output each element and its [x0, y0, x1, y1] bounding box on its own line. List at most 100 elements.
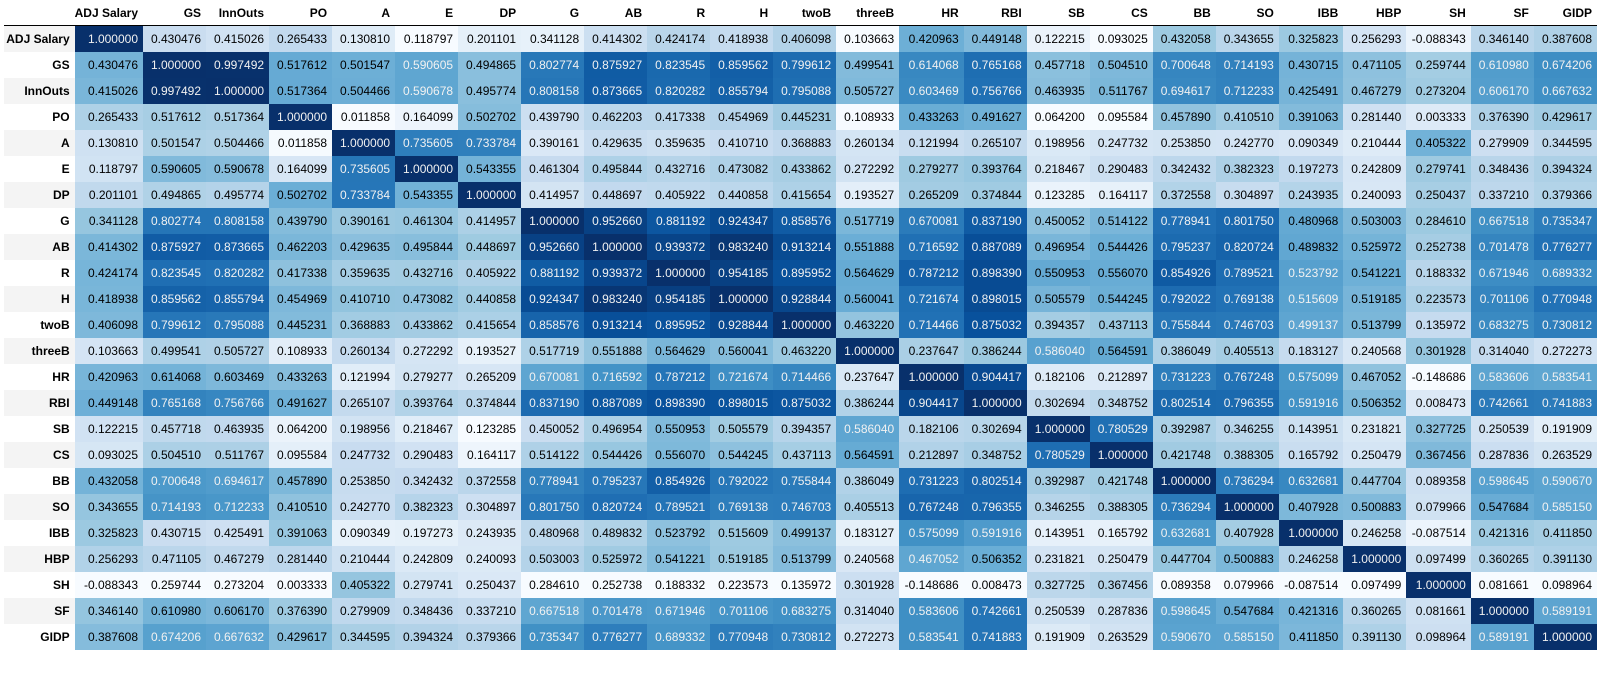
- cell-po-gs: 0.517612: [143, 104, 207, 130]
- row-header-sh: SH: [4, 572, 75, 598]
- column-header-adj-salary: ADJ Salary: [74, 0, 144, 26]
- cell-ab-gidp: 0.776277: [1533, 234, 1597, 260]
- cell-a-bb: 0.253850: [1152, 130, 1216, 156]
- cell-threeb-ibb: 0.183127: [1278, 338, 1344, 364]
- row-header-a: A: [4, 130, 75, 156]
- cell-gs-twob: 0.799612: [773, 52, 837, 78]
- cell-so-a: 0.242770: [332, 494, 396, 520]
- cell-innouts-bb: 0.694617: [1152, 78, 1216, 104]
- cell-gs-ab: 0.875927: [584, 52, 648, 78]
- cell-innouts-po: 0.517364: [269, 78, 333, 104]
- cell-threeb-sb: 0.586040: [1026, 338, 1090, 364]
- cell-threeb-hr: 0.237647: [899, 338, 964, 364]
- cell-cs-hr: 0.212897: [899, 442, 964, 468]
- cell-cs-hbp: 0.250479: [1343, 442, 1407, 468]
- cell-h-cs: 0.544245: [1089, 286, 1153, 312]
- cell-ab-twob: 0.913214: [773, 234, 837, 260]
- cell-a-g: 0.390161: [521, 130, 585, 156]
- cell-po-sf: 0.376390: [1470, 104, 1534, 130]
- cell-twob-po: 0.445231: [269, 312, 333, 338]
- cell-adj-salary-r: 0.424174: [647, 25, 711, 52]
- cell-sf-r: 0.671946: [647, 598, 711, 624]
- cell-a-sh: 0.405322: [1406, 130, 1471, 156]
- cell-hr-hr: 1.000000: [899, 364, 964, 390]
- table-row: HR 0.420963 0.614068 0.603469 0.433263 0.1219…: [4, 364, 1597, 390]
- cell-h-gidp: 0.770948: [1533, 286, 1597, 312]
- cell-ab-bb: 0.795237: [1152, 234, 1216, 260]
- cell-ab-po: 0.462203: [269, 234, 333, 260]
- cell-so-po: 0.410510: [269, 494, 333, 520]
- cell-r-bb: 0.854926: [1152, 260, 1216, 286]
- cell-rbi-innouts: 0.756766: [206, 390, 270, 416]
- cell-r-dp: 0.405922: [458, 260, 522, 286]
- cell-cs-cs: 1.000000: [1089, 442, 1153, 468]
- cell-sb-h: 0.505579: [710, 416, 774, 442]
- cell-g-cs: 0.514122: [1089, 208, 1153, 234]
- cell-ab-hr: 0.716592: [899, 234, 964, 260]
- table-row: InnOuts 0.415026 0.997492 1.000000 0.517364 0…: [4, 78, 1597, 104]
- cell-hbp-ab: 0.525972: [584, 546, 648, 572]
- cell-sf-cs: 0.287836: [1089, 598, 1153, 624]
- cell-sh-so: 0.079966: [1215, 572, 1279, 598]
- cell-dp-innouts: 0.495774: [206, 182, 270, 208]
- cell-dp-threeb: 0.193527: [836, 182, 900, 208]
- cell-hbp-hr: 0.467052: [899, 546, 964, 572]
- cell-h-e: 0.473082: [395, 286, 459, 312]
- cell-sf-hbp: 0.360265: [1343, 598, 1407, 624]
- cell-sh-h: 0.223573: [710, 572, 774, 598]
- table-row: PO 0.265433 0.517612 0.517364 1.000000 0.0118…: [4, 104, 1597, 130]
- cell-rbi-bb: 0.802514: [1152, 390, 1216, 416]
- cell-gidp-dp: 0.379366: [458, 624, 522, 650]
- cell-sf-bb: 0.598645: [1152, 598, 1216, 624]
- column-header-e: E: [395, 0, 459, 26]
- cell-innouts-sb: 0.463935: [1026, 78, 1090, 104]
- cell-bb-threeb: 0.386049: [836, 468, 900, 494]
- cell-hbp-bb: 0.447704: [1152, 546, 1216, 572]
- column-header-sh: SH: [1406, 0, 1471, 26]
- cell-adj-salary-sf: 0.346140: [1470, 25, 1534, 52]
- cell-e-adj-salary: 0.118797: [74, 156, 144, 182]
- cell-e-hr: 0.279277: [899, 156, 964, 182]
- column-header-ab: AB: [584, 0, 648, 26]
- cell-e-gs: 0.590605: [143, 156, 207, 182]
- cell-sb-innouts: 0.463935: [206, 416, 270, 442]
- cell-twob-cs: 0.437113: [1089, 312, 1153, 338]
- cell-sb-twob: 0.394357: [773, 416, 837, 442]
- cell-hbp-twob: 0.513799: [773, 546, 837, 572]
- cell-hr-so: 0.767248: [1215, 364, 1279, 390]
- cell-cs-sf: 0.287836: [1470, 442, 1534, 468]
- cell-ab-gs: 0.875927: [143, 234, 207, 260]
- cell-bb-e: 0.342432: [395, 468, 459, 494]
- cell-innouts-r: 0.820282: [647, 78, 711, 104]
- cell-sb-gidp: 0.191909: [1533, 416, 1597, 442]
- cell-adj-salary-bb: 0.432058: [1152, 25, 1216, 52]
- cell-so-ibb: 0.407928: [1278, 494, 1344, 520]
- cell-rbi-sb: 0.302694: [1026, 390, 1090, 416]
- cell-sb-hbp: 0.231821: [1343, 416, 1407, 442]
- cell-rbi-gs: 0.765168: [143, 390, 207, 416]
- cell-sb-sf: 0.250539: [1470, 416, 1534, 442]
- cell-so-cs: 0.388305: [1089, 494, 1153, 520]
- cell-adj-salary-po: 0.265433: [269, 25, 333, 52]
- cell-hbp-sb: 0.231821: [1026, 546, 1090, 572]
- cell-cs-innouts: 0.511767: [206, 442, 270, 468]
- column-header-twob: twoB: [773, 0, 837, 26]
- cell-gs-bb: 0.700648: [1152, 52, 1216, 78]
- cell-r-g: 0.881192: [521, 260, 585, 286]
- cell-h-so: 0.769138: [1215, 286, 1279, 312]
- cell-g-hbp: 0.503003: [1343, 208, 1407, 234]
- cell-ibb-threeb: 0.183127: [836, 520, 900, 546]
- cell-po-e: 0.164099: [395, 104, 459, 130]
- cell-innouts-g: 0.808158: [521, 78, 585, 104]
- cell-sb-ibb: 0.143951: [1278, 416, 1344, 442]
- cell-g-dp: 0.414957: [458, 208, 522, 234]
- cell-innouts-innouts: 1.000000: [206, 78, 270, 104]
- cell-adj-salary-ibb: 0.325823: [1278, 25, 1344, 52]
- cell-po-g: 0.439790: [521, 104, 585, 130]
- cell-ibb-a: 0.090349: [332, 520, 396, 546]
- cell-cs-po: 0.095584: [269, 442, 333, 468]
- cell-innouts-sh: 0.273204: [1406, 78, 1471, 104]
- column-header-a: A: [332, 0, 396, 26]
- cell-hbp-adj-salary: 0.256293: [74, 546, 144, 572]
